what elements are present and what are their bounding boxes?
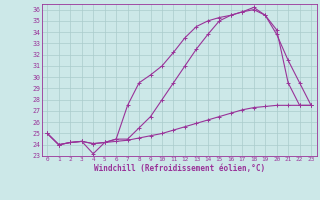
X-axis label: Windchill (Refroidissement éolien,°C): Windchill (Refroidissement éolien,°C) [94, 164, 265, 173]
